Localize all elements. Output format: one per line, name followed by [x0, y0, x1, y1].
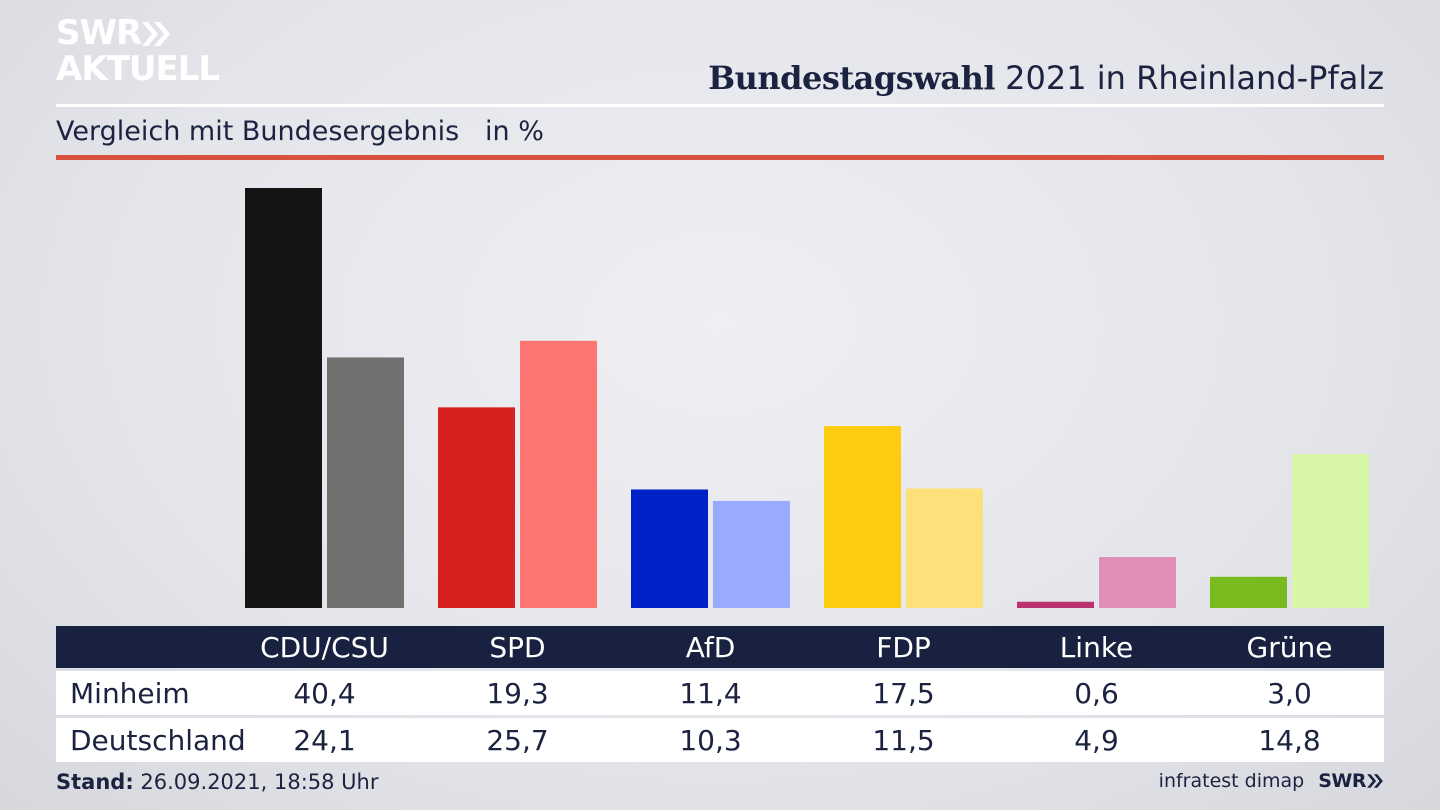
column-header: CDU/CSU — [260, 630, 389, 664]
bar-linke-minheim — [1017, 601, 1094, 608]
table-cell: 19,3 — [486, 676, 549, 710]
row-label: Minheim — [70, 676, 190, 710]
table-cell: 3,0 — [1267, 676, 1312, 710]
page-title: Bundestagswahl 2021 in Rheinland-Pfalz — [708, 58, 1384, 98]
logo-aktuell-text: AKTUELL — [56, 49, 220, 89]
table-cell: 4,9 — [1074, 723, 1119, 757]
bar-grüne-minheim — [1210, 576, 1287, 608]
swr-aktuell-logo: SWR AKTUELL — [56, 16, 226, 90]
bar-afd-minheim — [631, 489, 708, 608]
table-cell: 11,5 — [872, 723, 935, 757]
table-header-row: CDU/CSU SPD AfD FDP Linke Grüne — [56, 626, 1384, 668]
column-header: Linke — [1059, 630, 1134, 664]
logo-chevrons-icon — [142, 22, 170, 46]
results-table: CDU/CSU SPD AfD FDP Linke Grüne Minheim 40,4 1… — [56, 626, 1384, 762]
title-rest: 2021 in Rheinland-Pfalz — [995, 59, 1384, 97]
footer-chevrons-icon — [1367, 774, 1383, 788]
table-cell: 11,4 — [679, 676, 742, 710]
accent-divider — [56, 155, 1384, 160]
logo-swr-text: SWR — [56, 13, 142, 53]
table-row-minheim: Minheim 40,4 19,3 11,4 17,5 0,6 3,0 — [56, 671, 1384, 715]
bar-linke-deutschland — [1099, 557, 1176, 608]
column-header: FDP — [876, 630, 931, 664]
column-header: AfD — [685, 630, 736, 664]
bar-cdu-csu-minheim — [245, 188, 322, 608]
table-cell: 14,8 — [1258, 723, 1321, 757]
source-text: infratest dimap — [1158, 770, 1305, 792]
bar-afd-deutschland — [713, 500, 790, 608]
stand-value: 26.09.2021, 18:58 Uhr — [133, 770, 379, 794]
table-cell: 40,4 — [293, 676, 356, 710]
bar-chart — [245, 188, 1369, 608]
table-cell: 17,5 — [872, 676, 935, 710]
stand-label: Stand: — [56, 770, 134, 794]
table-cell: 24,1 — [293, 723, 356, 757]
bar-grüne-deutschland — [1292, 454, 1369, 608]
table-cell: 10,3 — [679, 723, 742, 757]
title-bold: Bundestagswahl — [708, 59, 995, 97]
timestamp: Stand: 26.09.2021, 18:58 Uhr — [56, 770, 379, 794]
table-row-deutschland: Deutschland 24,1 25,7 10,3 11,5 4,9 14,8 — [56, 718, 1384, 762]
column-header: Grüne — [1246, 630, 1333, 664]
bar-fdp-minheim — [824, 426, 901, 608]
bar-cdu-csu-deutschland — [327, 357, 404, 608]
row-label: Deutschland — [70, 723, 246, 757]
bar-spd-deutschland — [520, 340, 597, 608]
footer-swr-text: SWR — [1318, 770, 1366, 792]
footer-source: infratest dimap SWR — [1159, 770, 1384, 792]
table-cell: 0,6 — [1074, 676, 1119, 710]
bar-fdp-deutschland — [906, 488, 983, 608]
bar-spd-minheim — [438, 407, 515, 608]
column-header: SPD — [489, 630, 546, 664]
chart-subtitle: Vergleich mit Bundesergebnis in % — [56, 116, 544, 147]
title-divider — [56, 104, 1384, 107]
table-cell: 25,7 — [486, 723, 549, 757]
footer-swr-logo: SWR — [1318, 770, 1384, 792]
